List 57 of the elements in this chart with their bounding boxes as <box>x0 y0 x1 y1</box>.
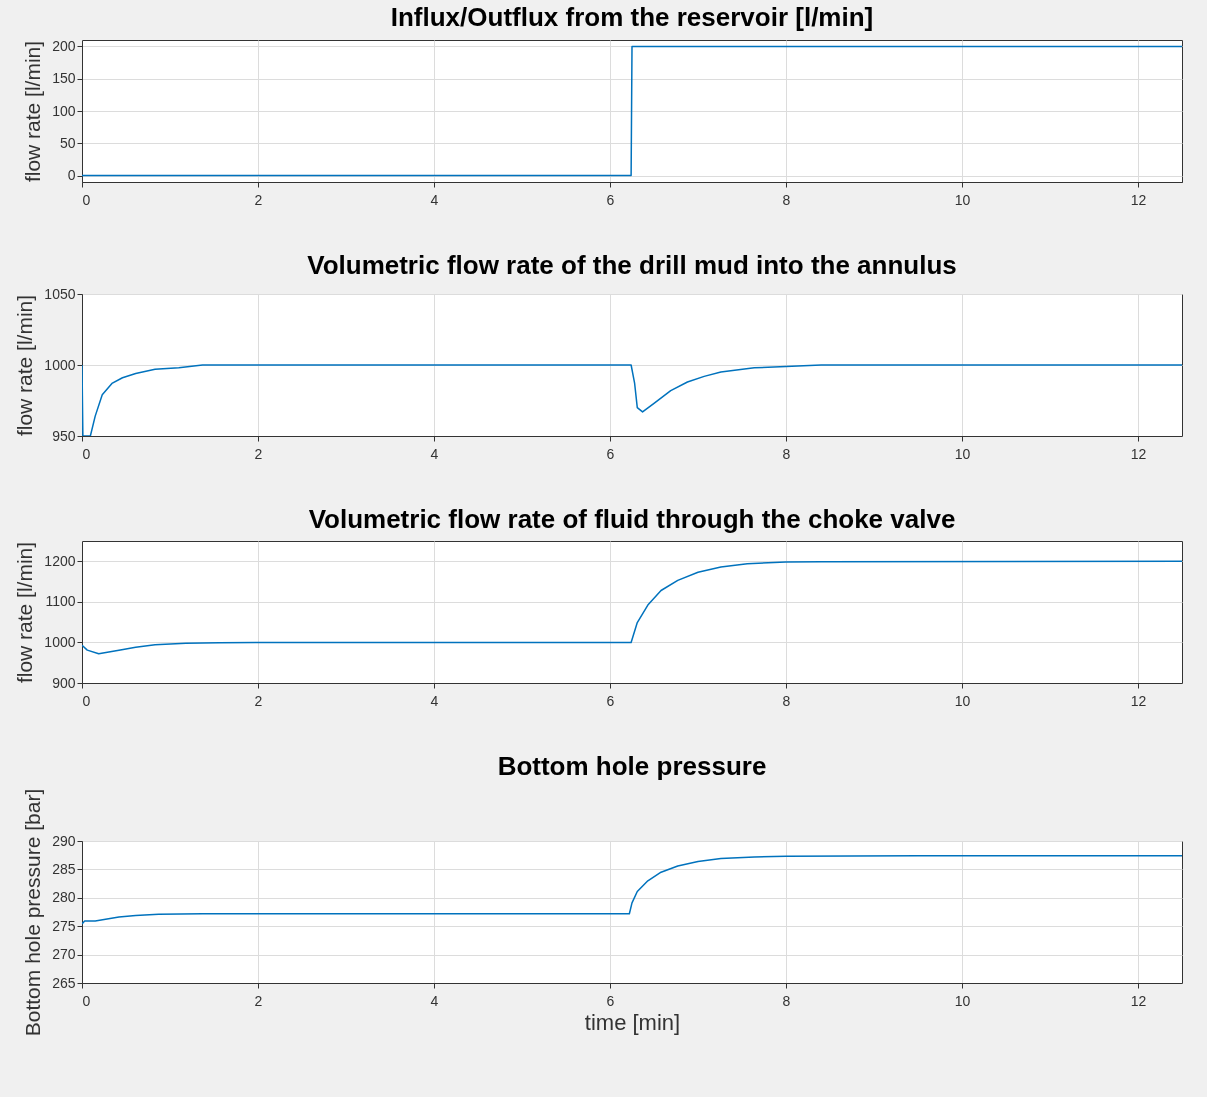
y-tick-label: 100 <box>52 102 76 119</box>
y-axis-title: flow rate [l/min] <box>13 294 37 437</box>
x-tick-label: 6 <box>606 445 615 462</box>
y-tick-label: 290 <box>52 832 76 849</box>
x-tick-label: 10 <box>954 692 971 709</box>
x-tick-label: 10 <box>954 992 971 1009</box>
chart-title: Volumetric flow rate of the drill mud into the annulus <box>307 250 957 280</box>
x-tick-label: 0 <box>82 692 91 709</box>
y-tick-label: 150 <box>52 70 76 87</box>
x-tick-label: 6 <box>606 191 615 208</box>
x-tick-label: 2 <box>254 445 263 462</box>
y-tick-label: 270 <box>52 946 76 963</box>
x-tick-label: 8 <box>782 191 791 208</box>
chart-title: Influx/Outflux from the reservoir [l/min] <box>390 2 874 33</box>
y-tick-label: 950 <box>52 427 76 444</box>
y-tick-label: 900 <box>52 674 76 691</box>
x-tick-label: 4 <box>430 191 439 208</box>
y-tick-label: 1000 <box>44 356 76 373</box>
x-tick-label: 8 <box>782 692 791 709</box>
x-tick-label: 6 <box>606 992 615 1009</box>
y-tick-label: 200 <box>52 37 76 54</box>
y-tick-label: 285 <box>52 860 76 877</box>
x-tick-label: 0 <box>82 992 91 1009</box>
x-tick-label: 8 <box>782 992 791 1009</box>
y-tick-label: 265 <box>52 974 76 991</box>
x-tick-label: 12 <box>1130 445 1147 462</box>
y-tick-label: 1050 <box>44 285 76 302</box>
x-tick-label: 4 <box>430 445 439 462</box>
y-axis-title: Bottom hole pressure [bar] <box>21 788 45 1037</box>
x-tick-label: 0 <box>82 191 91 208</box>
x-tick-label: 2 <box>254 191 263 208</box>
x-tick-label: 6 <box>606 692 615 709</box>
x-tick-label: 12 <box>1130 992 1147 1009</box>
y-axis-title: flow rate [l/min] <box>21 40 45 183</box>
x-tick-label: 10 <box>954 445 971 462</box>
x-tick-label: 12 <box>1130 191 1147 208</box>
y-tick-label: 1100 <box>45 593 76 610</box>
y-tick-label: 1000 <box>44 633 76 650</box>
line-series <box>82 560 1182 655</box>
y-tick-label: 50 <box>59 134 76 151</box>
y-tick-label: 1200 <box>44 552 76 569</box>
x-tick-label: 12 <box>1130 692 1147 709</box>
chart-title: Volumetric flow rate of fluid through the choke valve <box>308 504 956 534</box>
line-series <box>82 855 1182 925</box>
x-tick-label: 2 <box>254 992 263 1009</box>
x-tick-label: 4 <box>430 992 439 1009</box>
x-axis-title: time [min] <box>584 1009 681 1035</box>
x-tick-label: 10 <box>954 191 971 208</box>
y-tick-label: 280 <box>52 889 76 906</box>
x-tick-label: 8 <box>782 445 791 462</box>
y-tick-label: 0 <box>67 167 76 184</box>
x-tick-label: 4 <box>430 692 439 709</box>
y-axis-title: flow rate [l/min] <box>13 541 37 684</box>
y-tick-label: 275 <box>52 917 76 934</box>
x-tick-label: 0 <box>82 445 91 462</box>
chart-title: Bottom hole pressure <box>497 751 767 782</box>
x-tick-label: 2 <box>254 692 263 709</box>
